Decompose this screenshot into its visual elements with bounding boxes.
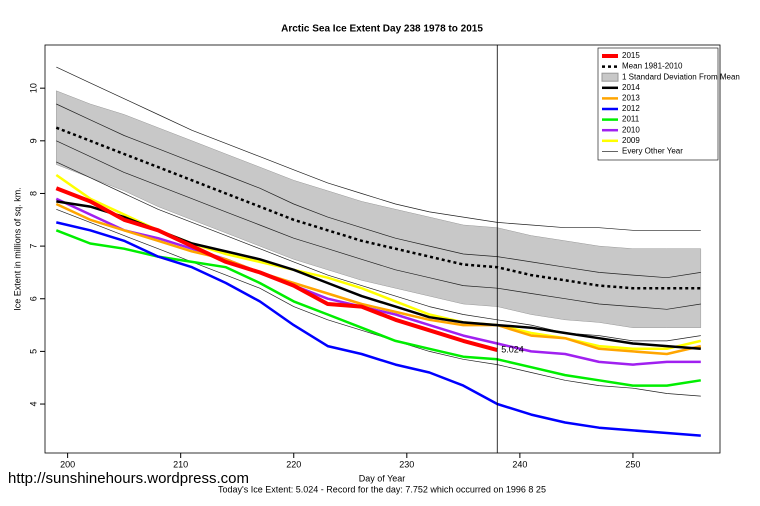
legend-label: 2015	[622, 51, 640, 60]
watermark: http://sunshinehours.wordpress.com	[8, 470, 249, 487]
y-tick-label: 10	[28, 83, 38, 93]
legend-label: 2010	[622, 125, 640, 134]
series-line	[56, 161, 701, 342]
y-tick-label: 5	[28, 349, 38, 354]
footer: Today's Ice Extent: 5.024 - Record for t…	[218, 484, 546, 494]
y-tick-label: 4	[28, 402, 38, 407]
legend-label: 2009	[622, 136, 640, 145]
x-tick-label: 200	[60, 459, 75, 469]
legend-label: 2013	[622, 94, 640, 103]
plot-frame	[44, 44, 721, 454]
legend-label: 2014	[622, 83, 640, 92]
x-tick-label: 240	[512, 459, 527, 469]
legend-label: 2011	[622, 115, 640, 124]
series-line	[55, 186, 498, 353]
series-line	[55, 197, 701, 366]
legend-label: 2012	[622, 104, 640, 113]
plot	[55, 66, 702, 437]
y-tick-label: 8	[28, 191, 38, 196]
x-tick-label: 210	[173, 459, 188, 469]
x-tick-label: 220	[286, 459, 301, 469]
y-axis-label: Ice Extent in millions of sq. km.	[12, 187, 22, 311]
y-tick-label: 6	[28, 296, 38, 301]
y-tick-label: 7	[28, 244, 38, 249]
chart-title: Arctic Sea Ice Extent Day 238 1978 to 20…	[281, 24, 483, 35]
std-band	[56, 90, 702, 328]
legend-swatch	[601, 72, 619, 82]
legend-label: 1 Standard Deviation From Mean	[622, 72, 740, 81]
x-tick-label: 250	[625, 459, 640, 469]
series-line	[56, 66, 701, 231]
series-line	[55, 202, 702, 356]
x-tick-label: 230	[399, 459, 414, 469]
annotation: 5.024	[501, 345, 524, 355]
series-line	[56, 221, 701, 437]
x-axis-label: Day of Year	[359, 473, 406, 483]
legend-label: Mean 1981-2010	[622, 62, 683, 71]
series-line	[56, 103, 701, 279]
series-line	[56, 140, 701, 310]
legend-label: Every Other Year	[622, 147, 683, 156]
series-line	[55, 126, 701, 290]
y-tick-label: 9	[28, 138, 38, 143]
